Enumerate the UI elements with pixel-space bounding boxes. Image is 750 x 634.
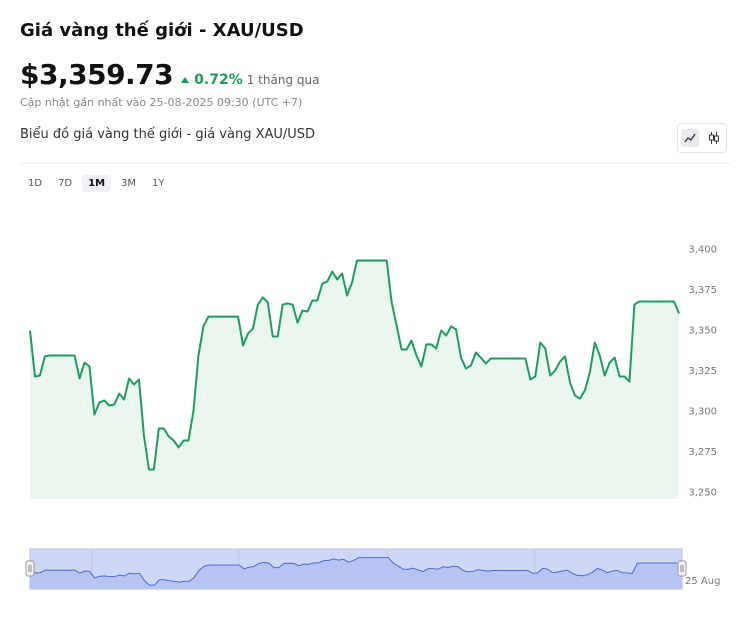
navigator-line [29, 557, 683, 586]
range-button[interactable]: 1D [28, 178, 43, 189]
y-tick-label: 3,325 [688, 366, 717, 377]
line-chart-button[interactable] [681, 129, 699, 147]
y-tick-label: 3,375 [688, 285, 717, 296]
navigator-area [30, 557, 682, 589]
navigator-label: 25 Aug [685, 576, 720, 587]
candle-chart-button[interactable] [705, 129, 723, 147]
y-tick-label: 3,275 [688, 447, 717, 458]
update-time: Cập nhật gần nhất vào 25-08-2025 09:30 (… [20, 96, 303, 109]
chart-type-toggle [677, 123, 727, 153]
navigator-handle[interactable] [677, 560, 687, 577]
page-title: Giá vàng thế giới - XAU/USD [20, 20, 304, 41]
price: $3,359.73 [20, 58, 174, 91]
y-tick-label: 3,350 [688, 325, 717, 336]
line-icon [684, 133, 696, 143]
navigator-handle[interactable] [25, 560, 35, 577]
price-change: 0.72% [181, 72, 243, 88]
range-button[interactable]: 7D [58, 178, 73, 189]
price-row: $3,359.73 0.72% 1 tháng qua [20, 58, 319, 91]
chart-title: Biểu đồ giá vàng thế giới - giá vàng XAU… [20, 127, 316, 142]
candle-icon [709, 132, 719, 144]
change-period: 1 tháng qua [246, 73, 320, 87]
divider [20, 163, 730, 164]
y-tick-label: 3,300 [688, 407, 717, 418]
range-button[interactable]: 1Y [152, 178, 165, 189]
area-fill [30, 260, 679, 499]
range-button[interactable]: 1M [82, 175, 112, 192]
price-line [29, 259, 680, 471]
y-tick-label: 3,400 [688, 244, 717, 255]
range-selector: 1D 7D 1M 3M 1Y [22, 175, 171, 192]
range-button[interactable]: 3M [121, 178, 137, 189]
y-tick-label: 3,250 [688, 488, 717, 499]
